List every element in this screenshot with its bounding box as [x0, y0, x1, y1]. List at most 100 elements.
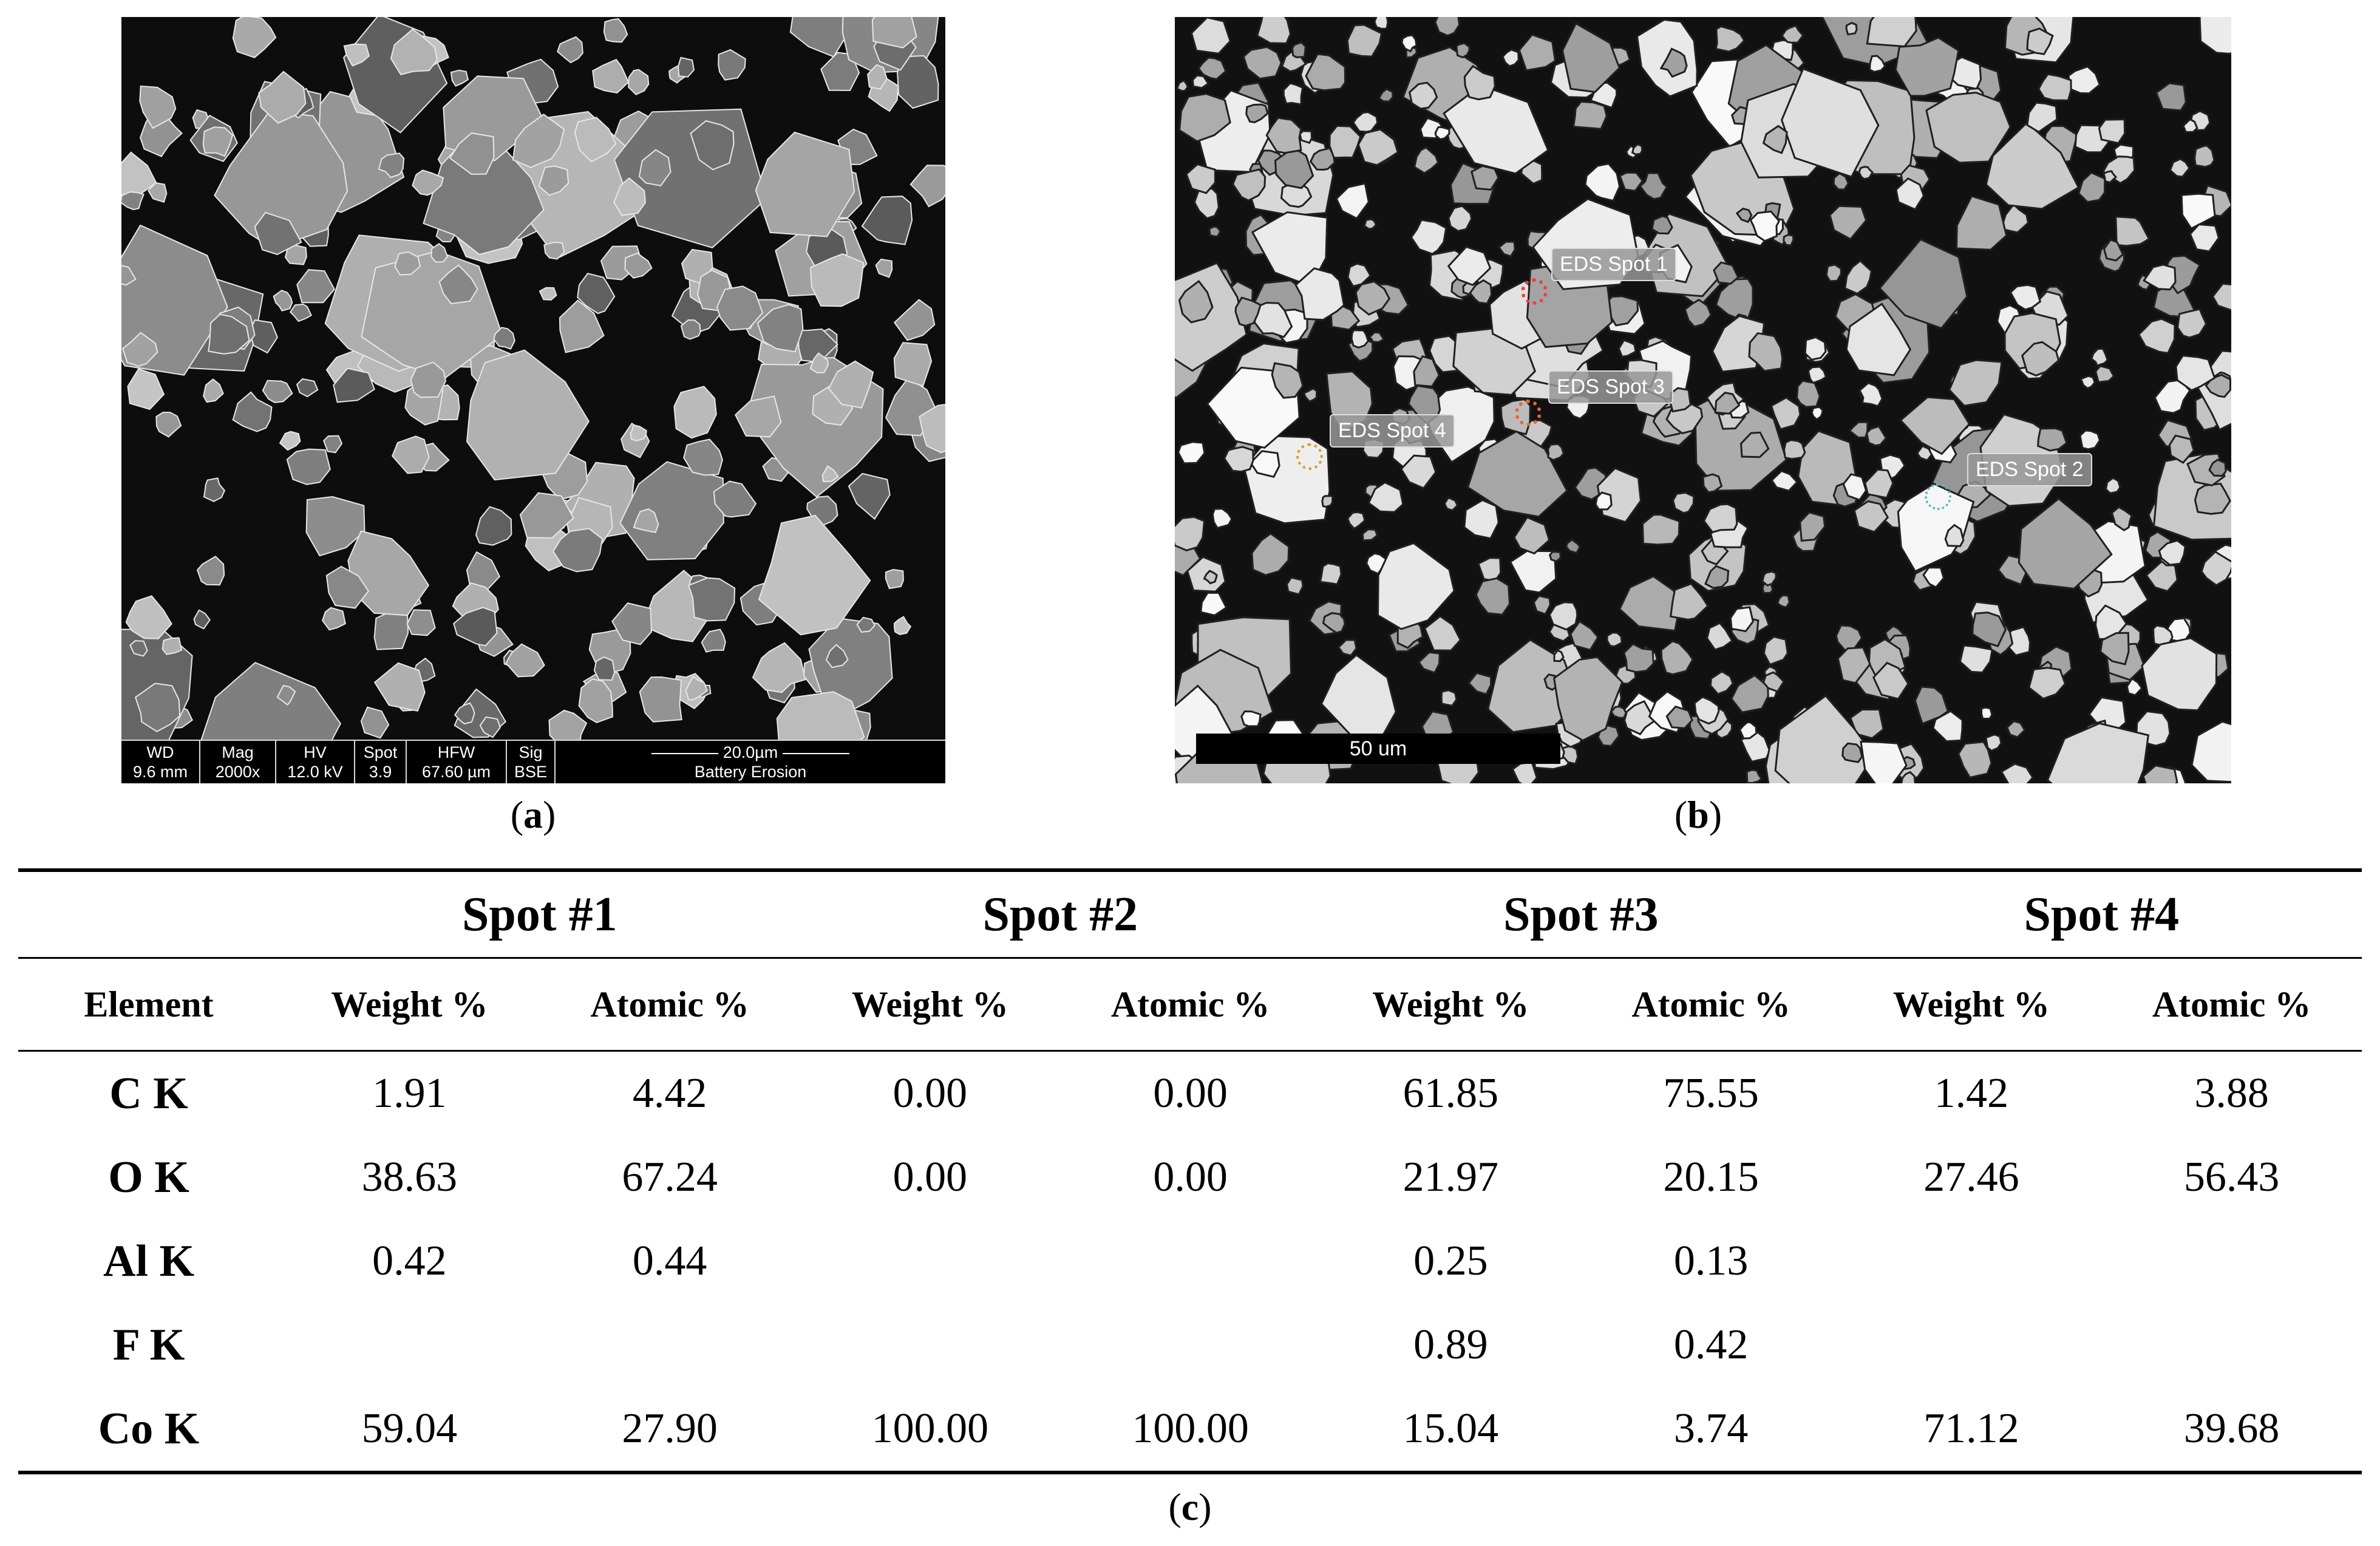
grain — [1363, 218, 1378, 230]
grain — [323, 435, 343, 454]
info-header: Mag — [222, 743, 254, 761]
grain — [1373, 17, 1389, 30]
grain — [1413, 146, 1440, 174]
grain — [373, 662, 426, 712]
grain — [1234, 296, 1262, 327]
grain — [1350, 329, 1370, 349]
grain — [430, 243, 448, 263]
grain — [2078, 171, 2106, 203]
spot-header: Spot #4 — [1841, 868, 2362, 959]
grain — [1763, 635, 1789, 666]
grain — [2191, 720, 2231, 783]
grain — [543, 241, 565, 260]
grain — [2006, 720, 2026, 738]
value-cell: 0.00 — [1153, 1070, 1228, 1117]
grain — [1282, 82, 1304, 106]
value-cell — [1060, 1303, 1321, 1387]
micrograph-b: EDS Spot 1 EDS Spot 2 EDS Spot 3 EDS Spo… — [1175, 17, 2231, 783]
value-cell: 20.15 — [1663, 1154, 1759, 1200]
grain — [680, 319, 701, 340]
grain — [305, 495, 365, 557]
grain — [2137, 318, 2176, 355]
grain — [2009, 284, 2042, 311]
grain — [1466, 430, 1568, 518]
measure-column-header: Atomic % — [2101, 958, 2362, 1052]
value-cell: 71.12 — [1841, 1387, 2102, 1474]
value-cell: 67.24 — [622, 1154, 718, 1200]
grain — [1447, 245, 1492, 287]
grain — [512, 114, 565, 168]
grain — [2208, 458, 2227, 477]
grain — [559, 299, 605, 353]
grain — [619, 461, 724, 560]
grain — [279, 431, 301, 451]
grain — [1694, 390, 1787, 492]
table-row: Al K 0.42 0.44 0.25 0.13 — [18, 1219, 2362, 1303]
spot-header-row: Spot #1 Spot #2 Spot #3 Spot #4 — [18, 868, 2362, 959]
grain — [1894, 36, 1960, 97]
grain — [628, 69, 650, 95]
grain — [1985, 121, 2080, 210]
grain — [262, 380, 293, 403]
grain — [539, 287, 557, 301]
grain — [1715, 25, 1746, 53]
grain — [1705, 622, 1733, 651]
grain — [1780, 67, 1880, 179]
eds-spot-3-marker — [1515, 400, 1542, 426]
measure-column-header: Weight % — [1841, 958, 2102, 1052]
grain — [2194, 482, 2231, 515]
grain — [254, 211, 302, 256]
value-cell: 1.91 — [372, 1070, 447, 1117]
grain — [1842, 473, 1868, 502]
value-cell — [1841, 1219, 2102, 1303]
grain — [592, 58, 630, 94]
grain — [1286, 576, 1304, 596]
grain — [1561, 22, 1621, 94]
grain — [1669, 387, 1691, 413]
grain — [685, 675, 709, 701]
grain — [453, 607, 498, 647]
grain — [1641, 513, 1681, 546]
info-cell-wd: WD 9.6 mm — [121, 741, 200, 783]
grain — [122, 332, 158, 367]
grain — [1177, 441, 1206, 465]
grain — [1659, 47, 1688, 78]
blank-header — [18, 868, 279, 959]
grain — [2211, 282, 2231, 312]
grain — [2103, 238, 2124, 262]
grain — [1693, 695, 1720, 725]
grain — [593, 656, 616, 681]
grain — [1735, 207, 1753, 223]
grain — [378, 152, 405, 179]
grain — [147, 182, 168, 203]
value-cell: 0.13 — [1673, 1238, 1749, 1284]
grain — [2158, 539, 2186, 566]
grain — [2094, 365, 2115, 384]
value-cell: 0.89 — [1413, 1321, 1488, 1368]
grain — [1829, 205, 1868, 240]
grain — [1671, 491, 1695, 514]
grain — [1900, 771, 1916, 783]
grain — [574, 117, 617, 163]
grain — [1944, 523, 1965, 547]
grain — [2200, 550, 2231, 587]
grain — [121, 191, 145, 211]
element-cell: O K — [108, 1152, 189, 1202]
grain — [203, 378, 224, 403]
grain — [1518, 33, 1557, 72]
grain — [325, 565, 370, 609]
grain — [2182, 118, 2198, 134]
grain — [1783, 234, 1795, 247]
grain — [578, 678, 613, 723]
grain — [1321, 495, 1334, 508]
grain — [600, 245, 643, 281]
grain — [1532, 594, 1551, 616]
grain — [1178, 280, 1214, 324]
grain — [406, 609, 436, 636]
grain — [1860, 740, 1908, 783]
value-cell: 100.00 — [1060, 1387, 1321, 1474]
table-row: C K 1.91 4.42 0.00 0.00 61.85 75.55 1.42 3.88 — [18, 1051, 2362, 1136]
grain — [2098, 118, 2126, 145]
grain — [1440, 689, 1458, 707]
grain — [1584, 163, 1621, 202]
